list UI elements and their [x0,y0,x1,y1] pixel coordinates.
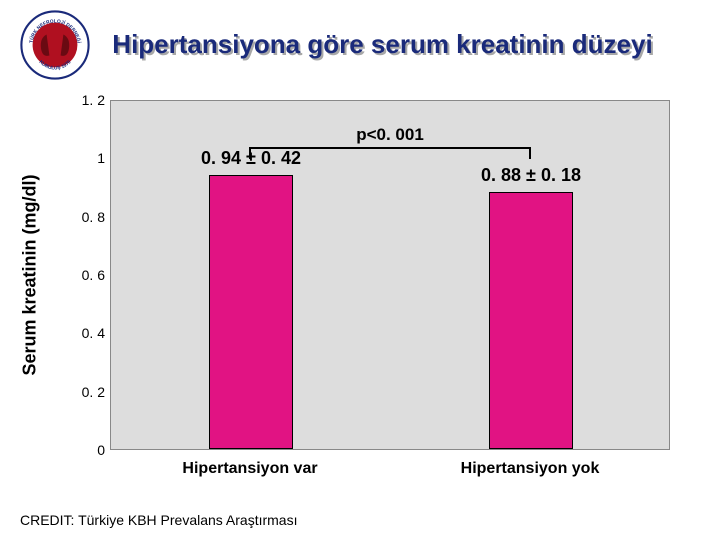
y-tick: 0. 4 [75,325,105,341]
y-tick: 1. 2 [75,92,105,108]
significance-bracket [250,147,530,149]
x-category-label: Hipertansiyon var [182,460,317,478]
significance-text: p<0. 001 [356,125,424,145]
y-tick: 0. 8 [75,209,105,225]
y-axis-label: Serum kreatinin (mg/dl) [20,174,41,375]
bar-chart: Serum kreatinin (mg/dl) 0. 94 ± 0. 420. … [40,100,690,480]
significance-tick [249,147,251,159]
plot-area: 0. 94 ± 0. 42 0. 88 ± 0. 18 [110,100,670,450]
bar-value-label: 0. 94 ± 0. 42 [201,148,301,169]
significance-tick [529,147,531,159]
y-tick: 0. 2 [75,384,105,400]
y-tick: 0. 6 [75,267,105,283]
org-logo: TÜRK NEFROLOJİ DERNEĞİ KURULUŞ 1970 [20,10,90,80]
y-tick: 1 [75,150,105,166]
y-tick: 0 [75,442,105,458]
slide-title: Hipertansiyona göre serum kreatinin düze… [105,29,700,60]
bar: 0. 94 ± 0. 42 [209,175,293,449]
x-category-label: Hipertansiyon yok [461,460,600,478]
bar-value-label: 0. 88 ± 0. 18 [481,165,581,186]
bar: 0. 88 ± 0. 18 [489,192,573,449]
credit-line: CREDIT: Türkiye KBH Prevalans Araştırmas… [20,512,297,528]
